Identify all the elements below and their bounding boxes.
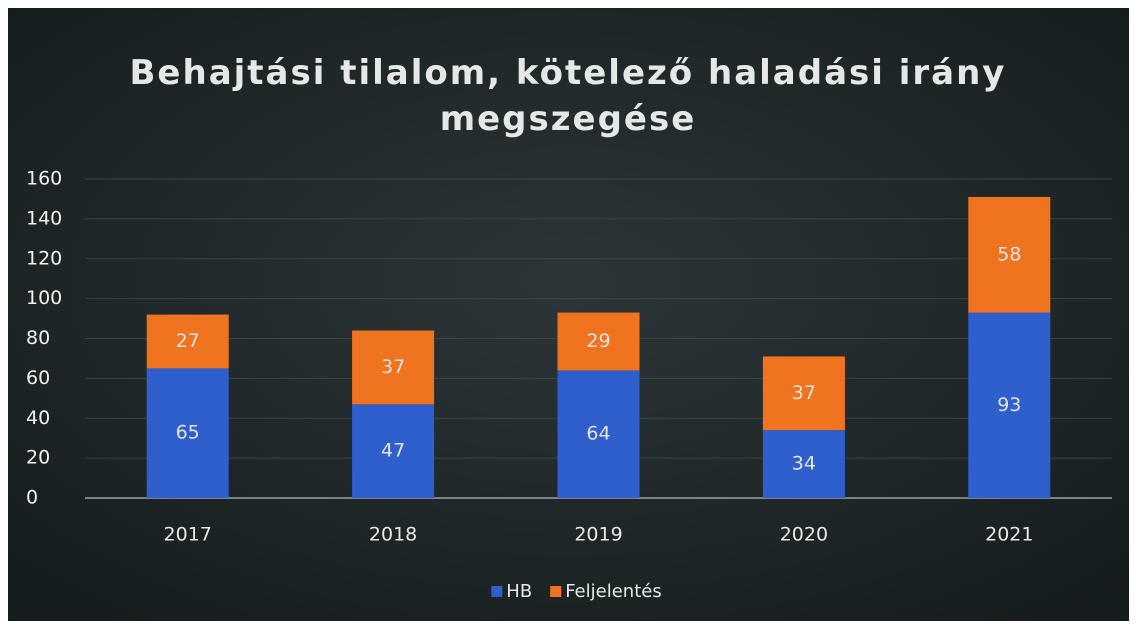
data-label: 64 [586,423,610,445]
bar-segment [557,312,640,371]
bar-segment [968,196,1051,313]
legend-swatch [550,586,562,597]
x-tick-label: 2020 [780,524,828,546]
chart-title: Behajtási tilalom, kötelező haladási irá… [129,53,1007,139]
legend-label: Feljelentés [565,581,662,602]
x-tick-label: 2017 [164,524,212,546]
y-tick-label: 140 [26,207,62,229]
bar-segment [557,370,640,498]
data-label: 34 [792,453,816,475]
legend-swatch [491,586,503,597]
data-label: 37 [792,382,816,404]
data-label: 65 [176,422,200,444]
x-tick-label: 2019 [574,524,622,546]
data-label: 27 [176,330,200,352]
y-tick-label: 120 [26,247,62,269]
data-label: 47 [381,440,405,462]
y-tick-label: 160 [26,168,62,190]
y-tick-label: 20 [26,447,50,469]
legend-label: HB [506,581,532,602]
bar-segment [146,368,229,498]
data-label: 29 [586,330,610,352]
data-label: 58 [997,243,1021,265]
bar-segment [762,356,845,431]
data-label: 37 [381,356,405,378]
y-tick-label: 80 [26,327,50,349]
bar-segment [352,404,435,498]
bar-segment [762,430,845,498]
y-tick-label: 60 [26,367,50,389]
bar-segment [968,312,1051,498]
x-tick-label: 2021 [985,524,1033,546]
data-label: 93 [997,394,1021,416]
x-tick-label: 2018 [369,524,417,546]
y-tick-label: 0 [26,487,38,509]
y-tick-label: 100 [26,287,62,309]
bar-segment [352,330,435,405]
y-tick-label: 40 [26,407,50,429]
bar-segment [146,314,229,369]
